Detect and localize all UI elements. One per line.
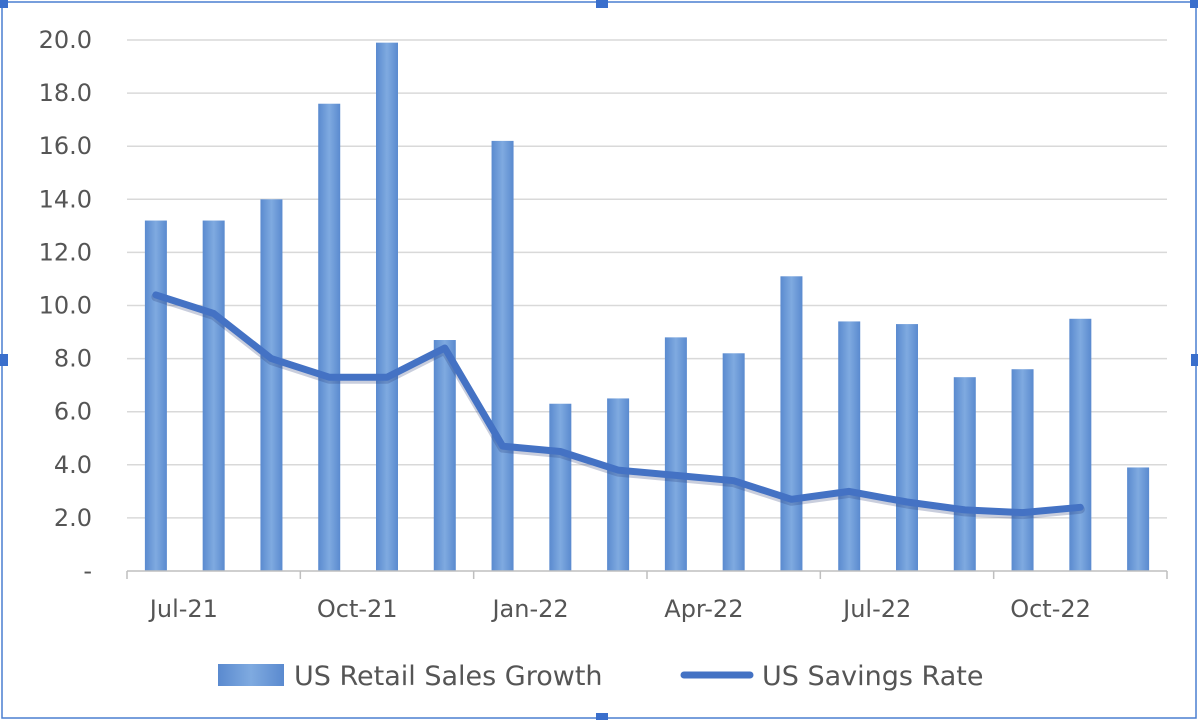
legend-label-savings-rate: US Savings Rate bbox=[762, 661, 983, 692]
resize-handle-top-right[interactable] bbox=[1190, 0, 1198, 8]
x-axis-ticks: Jul-21 Oct-21 Jan-22 Apr-22 Jul-22 Oct-22 bbox=[148, 595, 1091, 623]
gridlines bbox=[127, 39, 1167, 519]
bar bbox=[1011, 369, 1034, 571]
bar bbox=[896, 324, 918, 571]
axes bbox=[126, 570, 1168, 579]
bar bbox=[1127, 467, 1150, 571]
bar bbox=[433, 340, 456, 571]
bar bbox=[722, 353, 745, 571]
y-tick-label: 18.0 bbox=[39, 79, 92, 107]
y-tick-label: 8.0 bbox=[54, 345, 92, 373]
bar bbox=[202, 220, 225, 572]
bar bbox=[953, 377, 976, 571]
resize-handle-top-left[interactable] bbox=[0, 0, 8, 8]
bar bbox=[664, 337, 687, 571]
line-series bbox=[151, 291, 1085, 520]
resize-handle-bottom[interactable] bbox=[596, 713, 608, 720]
resize-handle-left[interactable] bbox=[0, 354, 8, 366]
x-tick-label: Jul-21 bbox=[148, 595, 218, 623]
bar bbox=[376, 42, 398, 571]
legend-swatch-bar bbox=[218, 664, 284, 686]
bar bbox=[260, 199, 283, 572]
y-tick-label: 16.0 bbox=[39, 132, 92, 160]
y-tick-label: 10.0 bbox=[39, 292, 92, 320]
x-tick-label: Jul-22 bbox=[841, 595, 911, 623]
y-tick-label: 4.0 bbox=[54, 451, 92, 479]
bar bbox=[607, 398, 630, 571]
bar bbox=[549, 403, 572, 571]
y-tick-label: 14.0 bbox=[39, 185, 92, 213]
x-tick-label: Apr-22 bbox=[664, 595, 743, 623]
x-tick-label: Oct-21 bbox=[317, 595, 398, 623]
y-tick-label: 6.0 bbox=[54, 398, 92, 426]
resize-handle-right[interactable] bbox=[1191, 354, 1198, 366]
y-tick-label: - bbox=[83, 557, 92, 585]
y-tick-label: 20.0 bbox=[39, 26, 92, 54]
legend-label-retail-sales: US Retail Sales Growth bbox=[294, 661, 603, 692]
x-tick-label: Jan-22 bbox=[490, 595, 568, 623]
bar bbox=[1069, 318, 1092, 571]
bar-series bbox=[144, 42, 1150, 572]
y-axis-ticks: - 2.0 4.0 6.0 8.0 10.0 12.0 14.0 16.0 18.0 20.0 bbox=[39, 26, 92, 585]
bar bbox=[780, 276, 803, 571]
legend: US Retail Sales Growth US Savings Rate bbox=[218, 661, 983, 692]
y-tick-label: 2.0 bbox=[54, 504, 92, 532]
bar bbox=[144, 220, 167, 572]
bar bbox=[491, 140, 514, 571]
bar bbox=[318, 103, 341, 571]
savings-rate-line bbox=[152, 291, 1084, 517]
y-tick-label: 12.0 bbox=[39, 238, 92, 266]
x-tick-label: Oct-22 bbox=[1010, 595, 1091, 623]
resize-handle-top[interactable] bbox=[596, 0, 608, 8]
bar bbox=[838, 321, 861, 571]
